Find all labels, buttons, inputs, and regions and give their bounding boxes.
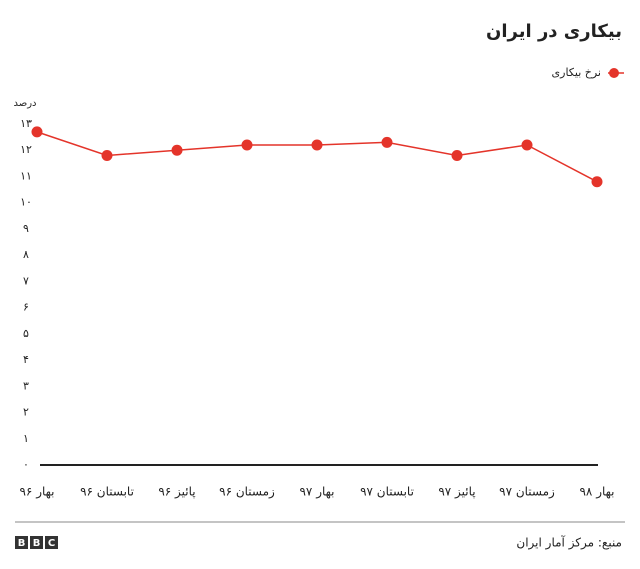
- x-tick-label: بهار ۹۷: [299, 485, 334, 500]
- logo-letter: B: [18, 538, 26, 549]
- x-tick-label: زمستان ۹۷: [499, 485, 555, 500]
- data-line: [36, 131, 598, 183]
- y-tick-label: ۱۳: [20, 117, 32, 130]
- data-point: [451, 149, 463, 161]
- data-point: [521, 139, 533, 151]
- data-point: [31, 126, 43, 138]
- x-tick-label: زمستان ۹۶: [219, 485, 275, 500]
- y-tick-label: ۱۰: [20, 196, 32, 209]
- y-tick-label: ۲: [23, 406, 29, 419]
- y-tick-label: ۱: [23, 432, 29, 445]
- logo-box: [15, 536, 28, 549]
- y-tick-label: ۸: [23, 248, 29, 261]
- chart-title: بیکاری در ایران: [486, 21, 622, 42]
- y-tick-label: ۱۱: [20, 169, 32, 182]
- y-tick-label: ۷: [23, 274, 29, 287]
- y-tick-label: ۱۲: [20, 143, 32, 156]
- x-tick-label: تابستان ۹۶: [80, 485, 134, 499]
- source: منبع: مرکز آمار ایران: [516, 535, 622, 551]
- x-tick-label: پائیز ۹۷: [438, 485, 475, 500]
- y-tick-label: ۵: [23, 327, 29, 340]
- legend-marker: [609, 68, 619, 78]
- x-tick-label: بهار ۹۸: [579, 485, 614, 500]
- data-point: [381, 136, 393, 148]
- x-tick-label: بهار ۹۶: [19, 485, 54, 500]
- y-tick-label: ۳: [23, 379, 29, 392]
- logo-letter: C: [48, 538, 55, 549]
- x-tick-label: پائیز ۹۶: [158, 485, 195, 500]
- logo-box: [45, 536, 58, 549]
- data-point: [311, 139, 323, 151]
- y-tick-label: ۰: [23, 458, 29, 471]
- data-point: [171, 144, 183, 156]
- y-tick-label: ۶: [23, 301, 29, 314]
- data-point: [241, 139, 253, 151]
- y-tick-label: ۹: [23, 222, 29, 235]
- logo-letter: B: [33, 538, 41, 549]
- legend-label: نرخ بیکاری: [552, 66, 601, 79]
- y-axis-label: درصد: [13, 98, 36, 109]
- data-point: [591, 176, 603, 188]
- y-tick-label: ۴: [23, 353, 29, 366]
- data-point: [101, 149, 113, 161]
- logo-box: [30, 536, 43, 549]
- x-tick-label: تابستان ۹۷: [360, 485, 414, 499]
